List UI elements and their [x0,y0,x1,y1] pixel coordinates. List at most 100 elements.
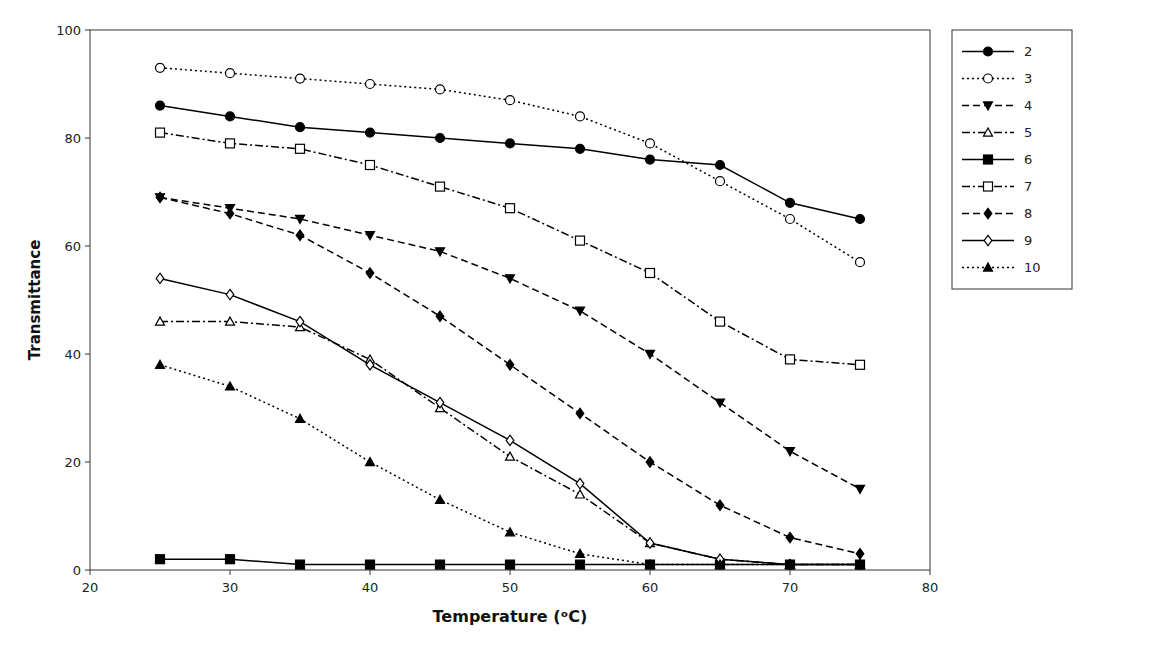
point [506,528,515,536]
point [786,560,795,568]
point [716,177,725,186]
point [716,317,725,326]
point [366,161,375,170]
point [436,560,445,569]
x-tick-label: 70 [782,580,799,595]
x-tick [90,570,91,575]
x-axis-label: Temperature (ᵒC) [433,607,588,626]
point [856,549,864,559]
point [716,500,724,510]
legend-label: 7 [1024,179,1032,194]
point [646,139,655,148]
y-axis-label: Transmittance [26,240,44,361]
point [716,161,725,170]
point [786,215,795,224]
x-tick [790,570,791,575]
series-line [160,197,860,553]
series [156,273,864,570]
point [786,198,795,207]
series [156,317,865,568]
point [506,360,514,370]
series [156,192,864,559]
point [786,560,795,569]
point [716,399,725,407]
x-tick-label: 60 [642,580,659,595]
y-tick [85,462,90,463]
series [156,101,865,223]
x-tick [230,570,231,575]
point [436,311,444,321]
point [226,139,235,148]
y-tick-label: 60 [64,239,81,254]
legend-symbol [984,74,993,83]
background [0,0,1149,648]
point [226,382,235,390]
series-line [160,68,860,262]
legend-frame [952,30,1072,289]
x-tick [930,570,931,575]
point [856,485,865,493]
point [576,549,585,557]
point [506,96,515,105]
point [506,139,515,148]
legend-label: 5 [1024,125,1032,140]
point [646,560,655,569]
point [436,85,445,94]
legend-label: 4 [1024,98,1032,113]
series-line [160,106,860,219]
x-tick [370,570,371,575]
legend-label: 3 [1024,71,1032,86]
point [156,128,165,137]
point [226,317,235,325]
y-tick-label: 80 [64,131,81,146]
point [786,448,795,456]
legend-symbol [984,128,993,136]
y-tick [85,570,90,571]
point [646,560,655,568]
series [156,194,865,494]
legend-label: 6 [1024,152,1032,167]
legend-symbol [984,235,992,245]
point [646,538,654,548]
plot-area [156,63,865,569]
x-tick-label: 40 [362,580,379,595]
x-tick [650,570,651,575]
point [436,495,445,503]
point [366,232,375,240]
y-tick [85,138,90,139]
point [646,457,654,467]
point [366,268,374,278]
point [576,478,584,488]
point [226,69,235,78]
x-tick [510,570,511,575]
series-line [160,365,860,565]
y-tick-label: 100 [56,23,81,38]
point [226,555,235,564]
point [436,397,444,407]
point [576,408,584,418]
point [646,350,655,358]
point [156,360,165,368]
point [856,258,865,267]
point [716,560,725,568]
x-tick-label: 80 [922,580,939,595]
point [296,123,305,132]
legend-label: 2 [1024,44,1032,59]
point [856,560,865,569]
point [856,360,865,369]
point [366,458,375,466]
point [226,289,234,299]
y-tick-label: 20 [64,455,81,470]
point [296,414,305,422]
point [436,182,445,191]
point [296,230,304,240]
point [506,452,515,460]
x-tick-label: 20 [82,580,99,595]
point [366,128,375,137]
legend-label: 9 [1024,233,1032,248]
point [156,63,165,72]
point [366,360,374,370]
legend: 2345678910 [952,30,1072,289]
point [576,490,585,498]
point [506,204,515,213]
